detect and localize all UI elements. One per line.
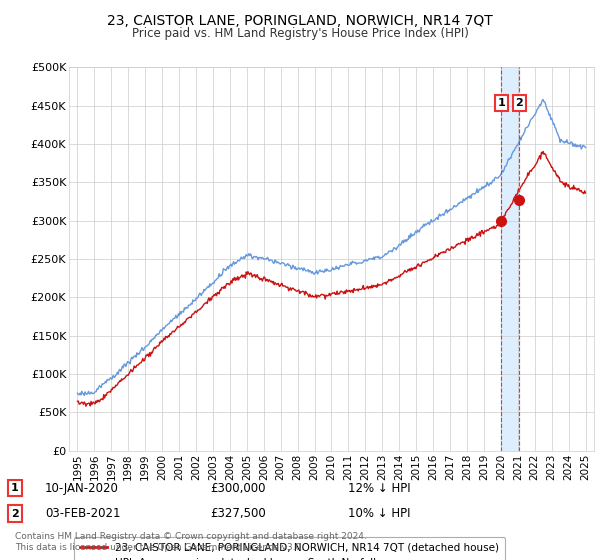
Text: £300,000: £300,000 <box>210 482 265 495</box>
Text: £327,500: £327,500 <box>210 507 266 520</box>
Text: 12% ↓ HPI: 12% ↓ HPI <box>348 482 410 495</box>
Text: Contains HM Land Registry data © Crown copyright and database right 2024.
This d: Contains HM Land Registry data © Crown c… <box>15 533 367 552</box>
Text: Price paid vs. HM Land Registry's House Price Index (HPI): Price paid vs. HM Land Registry's House … <box>131 27 469 40</box>
Text: 10-JAN-2020: 10-JAN-2020 <box>45 482 119 495</box>
Text: 10% ↓ HPI: 10% ↓ HPI <box>348 507 410 520</box>
Text: 1: 1 <box>497 98 505 108</box>
Text: 2: 2 <box>515 98 523 108</box>
Bar <box>502 67 520 451</box>
Text: 2: 2 <box>11 508 19 519</box>
Legend: 23, CAISTOR LANE, PORINGLAND, NORWICH, NR14 7QT (detached house), HPI: Average p: 23, CAISTOR LANE, PORINGLAND, NORWICH, N… <box>74 536 505 560</box>
Text: 1: 1 <box>11 483 19 493</box>
Text: 03-FEB-2021: 03-FEB-2021 <box>45 507 121 520</box>
Text: 23, CAISTOR LANE, PORINGLAND, NORWICH, NR14 7QT: 23, CAISTOR LANE, PORINGLAND, NORWICH, N… <box>107 14 493 28</box>
